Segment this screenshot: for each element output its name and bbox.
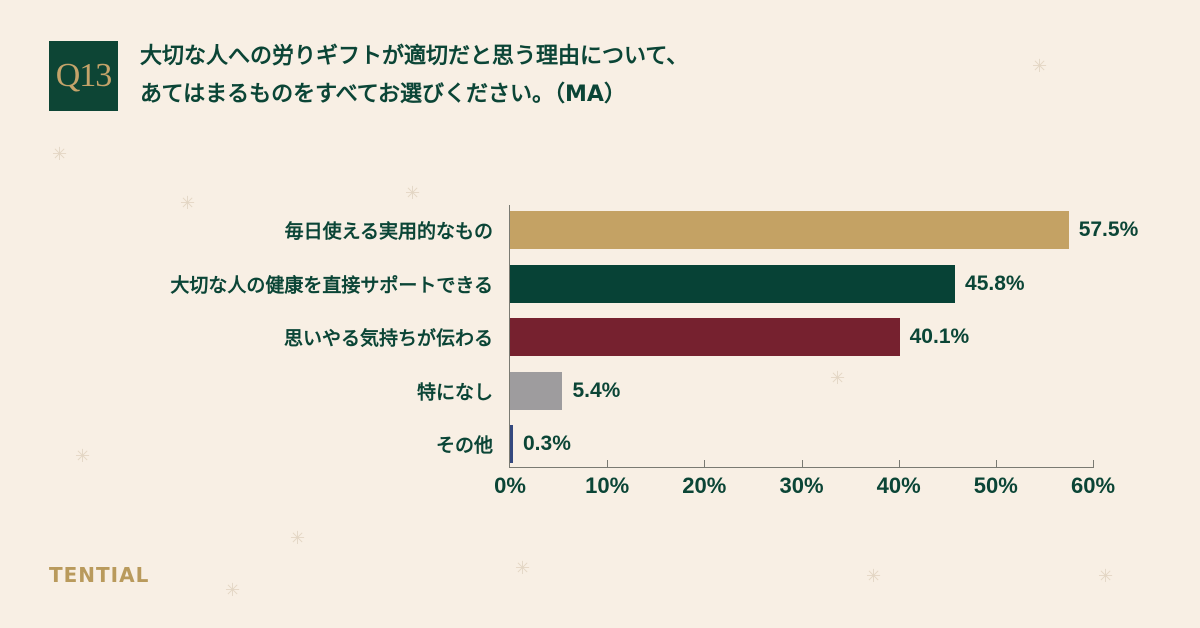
- category-label: 思いやる気持ちが伝わる: [283, 327, 493, 350]
- value-label: 5.4%: [572, 378, 621, 402]
- x-tick-label: 60%: [1070, 473, 1116, 498]
- x-tick: [1093, 460, 1094, 467]
- question-title-line2: あてはまるものをすべてお選びください。（MA）: [140, 82, 626, 107]
- bar: [510, 425, 513, 463]
- x-tick-label: 0%: [494, 473, 526, 498]
- sparkle-decoration: ✳: [180, 193, 196, 214]
- x-tick-label: 30%: [779, 473, 824, 498]
- sparkle-decoration: ✳: [515, 558, 531, 579]
- bar: [510, 318, 900, 356]
- value-label: 45.8%: [965, 271, 1025, 295]
- x-tick-label: 50%: [973, 473, 1018, 498]
- sparkle-decoration: ✳: [290, 528, 306, 549]
- sparkle-decoration: ✳: [225, 580, 241, 601]
- sparkle-decoration: ✳: [830, 368, 846, 389]
- y-axis-line: [509, 205, 510, 467]
- brand-logo: TENTIAL: [49, 563, 150, 587]
- value-label: 57.5%: [1078, 218, 1139, 241]
- sparkle-decoration: ✳: [1032, 56, 1048, 77]
- sparkle-decoration: ✳: [866, 566, 882, 587]
- sparkle-decoration: ✳: [52, 144, 68, 165]
- category-label: その他: [435, 434, 493, 457]
- question-number-badge: Q13: [49, 41, 118, 111]
- bar: [510, 371, 563, 410]
- x-tick: [607, 460, 609, 467]
- bar: [510, 211, 1069, 249]
- x-axis-line: [509, 467, 1094, 468]
- x-tick: [995, 460, 997, 467]
- x-tick: [704, 460, 706, 467]
- value-label: 0.3%: [523, 432, 571, 455]
- sparkle-decoration: ✳: [405, 183, 421, 204]
- question-title-line1: 大切な人への労りギフトが適切だと思う理由について、: [140, 44, 689, 69]
- category-label: 特になし: [416, 381, 493, 403]
- question-title: 大切な人への労りギフトが適切だと思う理由について、 あてはまるものをすべてお選び…: [140, 38, 688, 114]
- sparkle-decoration: ✳: [1098, 566, 1114, 587]
- x-tick: [801, 460, 803, 467]
- category-label: 大切な人の健康を直接サポートできる: [170, 274, 493, 296]
- sparkle-decoration: ✳: [75, 446, 91, 467]
- x-tick-label: 40%: [876, 473, 921, 498]
- category-label: 毎日使える実用的なもの: [284, 220, 493, 243]
- x-tick: [898, 460, 900, 467]
- value-label: 40.1%: [909, 325, 970, 348]
- bar: [510, 264, 956, 303]
- x-tick-label: 20%: [682, 473, 727, 498]
- x-tick-label: 10%: [585, 473, 630, 498]
